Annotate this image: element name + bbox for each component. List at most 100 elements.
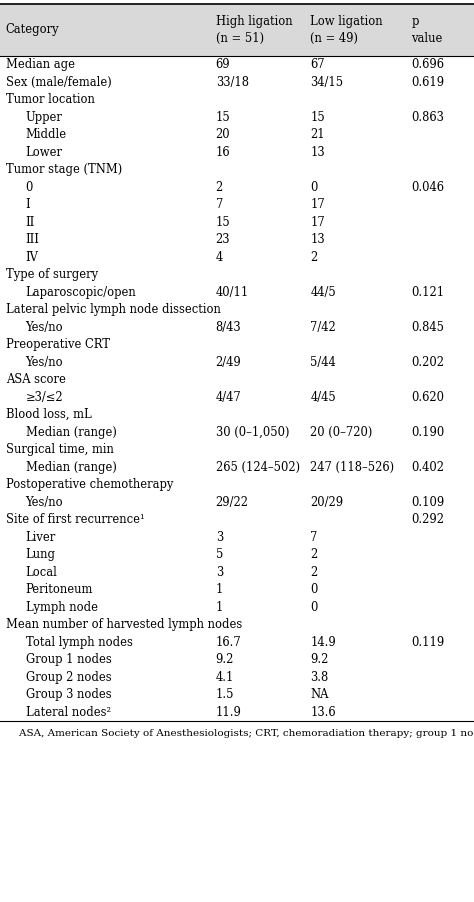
Text: Lateral nodes²: Lateral nodes² <box>26 705 111 719</box>
Text: Surgical time, min: Surgical time, min <box>6 443 114 456</box>
Text: 9.2: 9.2 <box>216 653 234 667</box>
Text: ASA score: ASA score <box>6 373 65 386</box>
Text: 0.121: 0.121 <box>411 286 445 299</box>
Text: 4: 4 <box>216 251 223 263</box>
Text: 20/29: 20/29 <box>310 496 344 509</box>
Text: Type of surgery: Type of surgery <box>6 268 98 281</box>
Text: Group 1 nodes: Group 1 nodes <box>26 653 111 667</box>
Text: 0: 0 <box>310 180 318 194</box>
Text: Lower: Lower <box>26 146 63 159</box>
Text: 13: 13 <box>310 146 325 159</box>
Text: 21: 21 <box>310 128 325 142</box>
Text: Yes/no: Yes/no <box>26 496 63 509</box>
Text: 44/5: 44/5 <box>310 286 336 299</box>
Text: 67: 67 <box>310 59 325 71</box>
Text: 4/45: 4/45 <box>310 391 336 404</box>
Text: 20: 20 <box>216 128 230 142</box>
Text: 0.109: 0.109 <box>411 496 445 509</box>
Text: 0.845: 0.845 <box>411 321 445 334</box>
Text: 2: 2 <box>216 180 223 194</box>
Text: 8/43: 8/43 <box>216 321 241 334</box>
Text: 30 (0–1,050): 30 (0–1,050) <box>216 426 289 438</box>
Text: 14.9: 14.9 <box>310 636 336 649</box>
Text: 16: 16 <box>216 146 230 159</box>
Text: IV: IV <box>26 251 38 263</box>
Text: Tumor stage (TNM): Tumor stage (TNM) <box>6 163 122 176</box>
Text: Postoperative chemotherapy: Postoperative chemotherapy <box>6 478 173 492</box>
Text: 3.8: 3.8 <box>310 671 329 684</box>
Text: 2: 2 <box>310 548 318 561</box>
Text: Site of first recurrence¹: Site of first recurrence¹ <box>6 513 144 526</box>
Text: 0.292: 0.292 <box>411 513 445 526</box>
Text: 15: 15 <box>310 111 325 124</box>
Text: Upper: Upper <box>26 111 63 124</box>
Text: Median (range): Median (range) <box>26 426 117 438</box>
Text: Yes/no: Yes/no <box>26 355 63 369</box>
Text: 4/47: 4/47 <box>216 391 241 404</box>
Text: 0.402: 0.402 <box>411 461 445 474</box>
Text: 2: 2 <box>310 251 318 263</box>
Text: 0: 0 <box>310 601 318 613</box>
Text: 265 (124–502): 265 (124–502) <box>216 461 300 474</box>
Text: Lateral pelvic lymph node dissection: Lateral pelvic lymph node dissection <box>6 303 220 317</box>
Text: ≥3/≤2: ≥3/≤2 <box>26 391 63 404</box>
Text: 7: 7 <box>310 530 318 544</box>
Text: Blood loss, mL: Blood loss, mL <box>6 409 91 421</box>
Text: I: I <box>26 198 30 211</box>
Text: 3: 3 <box>216 530 223 544</box>
Text: Lung: Lung <box>26 548 55 561</box>
Text: 0.696: 0.696 <box>411 59 445 71</box>
Text: 69: 69 <box>216 59 230 71</box>
Text: 13: 13 <box>310 234 325 246</box>
Text: 17: 17 <box>310 198 325 211</box>
Text: High ligation
(n = 51): High ligation (n = 51) <box>216 15 292 44</box>
Text: 20 (0–720): 20 (0–720) <box>310 426 373 438</box>
Text: 7/42: 7/42 <box>310 321 336 334</box>
Text: 11.9: 11.9 <box>216 705 242 719</box>
Text: Local: Local <box>26 566 57 579</box>
Text: Lymph node: Lymph node <box>26 601 98 613</box>
Text: 5: 5 <box>216 548 223 561</box>
Text: 15: 15 <box>216 216 230 229</box>
Text: Peritoneum: Peritoneum <box>26 584 93 596</box>
Text: Median age: Median age <box>6 59 75 71</box>
Text: Tumor location: Tumor location <box>6 93 94 106</box>
Text: 17: 17 <box>310 216 325 229</box>
Text: 0.046: 0.046 <box>411 180 445 194</box>
Text: Preoperative CRT: Preoperative CRT <box>6 338 109 351</box>
Text: 40/11: 40/11 <box>216 286 249 299</box>
Text: Middle: Middle <box>26 128 67 142</box>
Text: 15: 15 <box>216 111 230 124</box>
Text: Median (range): Median (range) <box>26 461 117 474</box>
Text: 3: 3 <box>216 566 223 579</box>
Text: Sex (male/female): Sex (male/female) <box>6 76 111 88</box>
Text: 1: 1 <box>216 601 223 613</box>
Text: 34/15: 34/15 <box>310 76 344 88</box>
Text: II: II <box>26 216 35 229</box>
Text: ASA, American Society of Anesthesiologists; CRT, chemoradiation therapy; group 1: ASA, American Society of Anesthesiologis… <box>6 729 474 738</box>
Text: Liver: Liver <box>26 530 56 544</box>
Text: 2/49: 2/49 <box>216 355 241 369</box>
Text: Group 3 nodes: Group 3 nodes <box>26 688 111 701</box>
Text: Low ligation
(n = 49): Low ligation (n = 49) <box>310 15 383 44</box>
Text: Category: Category <box>6 23 59 36</box>
Text: 1: 1 <box>216 584 223 596</box>
Text: 0.863: 0.863 <box>411 111 444 124</box>
Text: Mean number of harvested lymph nodes: Mean number of harvested lymph nodes <box>6 618 242 631</box>
Text: 247 (118–526): 247 (118–526) <box>310 461 394 474</box>
Text: 7: 7 <box>216 198 223 211</box>
Text: 0.190: 0.190 <box>411 426 445 438</box>
Text: 29/22: 29/22 <box>216 496 249 509</box>
Text: 0.620: 0.620 <box>411 391 445 404</box>
Text: 33/18: 33/18 <box>216 76 249 88</box>
Text: 5/44: 5/44 <box>310 355 336 369</box>
Text: 0.119: 0.119 <box>411 636 445 649</box>
Text: 2: 2 <box>310 566 318 579</box>
Text: 0.619: 0.619 <box>411 76 445 88</box>
Text: 13.6: 13.6 <box>310 705 336 719</box>
Text: III: III <box>26 234 39 246</box>
Text: Laparoscopic/open: Laparoscopic/open <box>26 286 137 299</box>
Text: Yes/no: Yes/no <box>26 321 63 334</box>
Text: 0: 0 <box>26 180 33 194</box>
Text: Total lymph nodes: Total lymph nodes <box>26 636 132 649</box>
